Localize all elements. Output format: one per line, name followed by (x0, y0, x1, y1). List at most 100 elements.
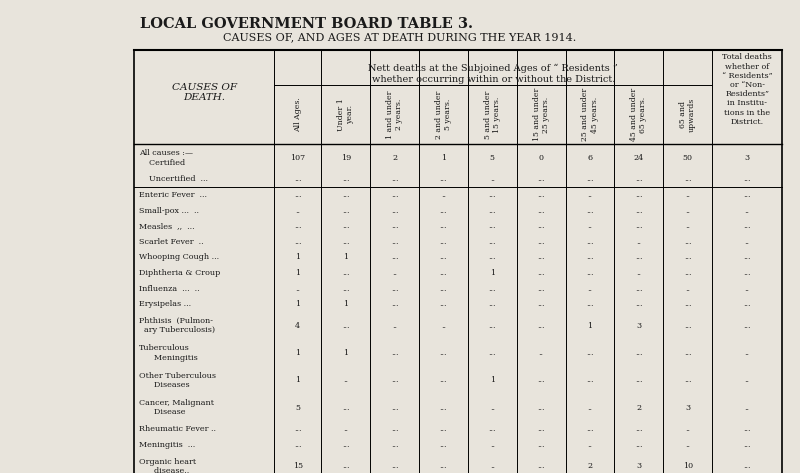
Text: 3: 3 (636, 322, 642, 330)
Text: ...: ... (440, 300, 447, 308)
Text: 1: 1 (295, 300, 301, 308)
Text: Tuberculous
      Meningitis: Tuberculous Meningitis (139, 344, 198, 362)
Text: Under 1
year.: Under 1 year. (337, 98, 354, 131)
Text: ...: ... (635, 222, 642, 230)
Text: ...: ... (440, 349, 447, 357)
Text: ...: ... (586, 425, 594, 433)
Text: Meningitis  ...: Meningitis ... (139, 441, 195, 449)
Text: Nett deaths at the Subjoined Ages of “ Residents ”
whether occurring within or w: Nett deaths at the Subjoined Ages of “ R… (368, 64, 618, 84)
Text: ..: .. (745, 207, 750, 215)
Text: ...: ... (391, 441, 398, 449)
Text: ...: ... (538, 441, 545, 449)
Text: ..: .. (295, 207, 300, 215)
Text: ...: ... (342, 222, 350, 230)
Text: ...: ... (635, 441, 642, 449)
Text: ...: ... (294, 425, 302, 433)
Text: ...: ... (489, 207, 496, 215)
Text: ...: ... (489, 191, 496, 199)
Text: ..: .. (587, 285, 593, 293)
Text: ...: ... (684, 300, 691, 308)
Text: 5: 5 (295, 403, 300, 412)
Text: ..: .. (745, 403, 750, 412)
Text: ...: ... (489, 285, 496, 293)
Text: ...: ... (743, 462, 751, 470)
Text: 0: 0 (538, 154, 544, 162)
Text: 1: 1 (295, 254, 301, 262)
Text: ...: ... (538, 207, 545, 215)
Text: ...: ... (342, 191, 350, 199)
Text: ...: ... (743, 191, 751, 199)
Text: ...: ... (538, 300, 545, 308)
Text: Influenza  ...  ..: Influenza ... .. (139, 285, 200, 293)
Text: ...: ... (294, 191, 302, 199)
Text: ...: ... (635, 425, 642, 433)
Text: 6: 6 (587, 154, 593, 162)
Text: ..: .. (685, 425, 690, 433)
Text: All Ages.: All Ages. (294, 97, 302, 132)
Text: ..: .. (441, 191, 446, 199)
Text: ...: ... (743, 254, 751, 262)
Text: ...: ... (440, 425, 447, 433)
Text: ...: ... (684, 349, 691, 357)
Text: ..: .. (392, 269, 397, 277)
Text: 1: 1 (343, 349, 348, 357)
Text: ..: .. (441, 322, 446, 330)
Text: ..: .. (745, 238, 750, 246)
Text: 50: 50 (682, 154, 693, 162)
Text: ...: ... (538, 322, 545, 330)
Text: ...: ... (294, 238, 302, 246)
Text: ...: ... (684, 254, 691, 262)
Text: ...: ... (342, 462, 350, 470)
Text: 10: 10 (682, 462, 693, 470)
Text: ...: ... (440, 222, 447, 230)
Text: 4: 4 (295, 322, 301, 330)
Text: ...: ... (743, 269, 751, 277)
Text: ...: ... (489, 254, 496, 262)
Text: LOCAL GOVERNMENT BOARD TABLE 3.: LOCAL GOVERNMENT BOARD TABLE 3. (140, 17, 473, 31)
Text: ...: ... (586, 254, 594, 262)
Text: ...: ... (440, 285, 447, 293)
Text: ..: .. (685, 207, 690, 215)
Text: 65 and
upwards: 65 and upwards (679, 97, 696, 132)
Text: ..: .. (685, 285, 690, 293)
Text: ...: ... (440, 175, 447, 184)
Text: ...: ... (391, 285, 398, 293)
Text: ..: .. (490, 462, 494, 470)
Text: ..: .. (392, 322, 397, 330)
Text: ...: ... (391, 191, 398, 199)
Text: 1 and under
2 years.: 1 and under 2 years. (386, 90, 403, 139)
Text: ...: ... (586, 377, 594, 385)
Text: ...: ... (538, 269, 545, 277)
Text: ...: ... (391, 300, 398, 308)
Text: ...: ... (342, 207, 350, 215)
Text: 15 and under
25 years.: 15 and under 25 years. (533, 88, 550, 141)
Text: ...: ... (489, 322, 496, 330)
Text: ..: .. (636, 238, 642, 246)
Text: ...: ... (294, 175, 302, 184)
Text: ...: ... (743, 222, 751, 230)
Text: ...: ... (391, 349, 398, 357)
Text: ...: ... (635, 377, 642, 385)
Text: ...: ... (342, 238, 350, 246)
Text: 19: 19 (341, 154, 351, 162)
Text: Uncertified  ...: Uncertified ... (139, 175, 208, 184)
Text: ...: ... (635, 191, 642, 199)
Text: ..: .. (587, 403, 593, 412)
Text: 24: 24 (634, 154, 644, 162)
Text: ..: .. (587, 222, 593, 230)
Text: 3: 3 (636, 462, 642, 470)
Text: ...: ... (489, 222, 496, 230)
Text: ...: ... (743, 441, 751, 449)
Text: ..: .. (745, 349, 750, 357)
Text: ...: ... (538, 191, 545, 199)
Text: ...: ... (684, 322, 691, 330)
Text: ...: ... (391, 222, 398, 230)
Text: 1: 1 (295, 269, 301, 277)
Text: ...: ... (743, 425, 751, 433)
Text: ...: ... (440, 462, 447, 470)
Text: ...: ... (391, 238, 398, 246)
Text: ...: ... (586, 238, 594, 246)
Text: Organic heart
      disease..: Organic heart disease.. (139, 457, 196, 473)
Text: 1: 1 (343, 254, 348, 262)
Text: ..: .. (587, 191, 593, 199)
